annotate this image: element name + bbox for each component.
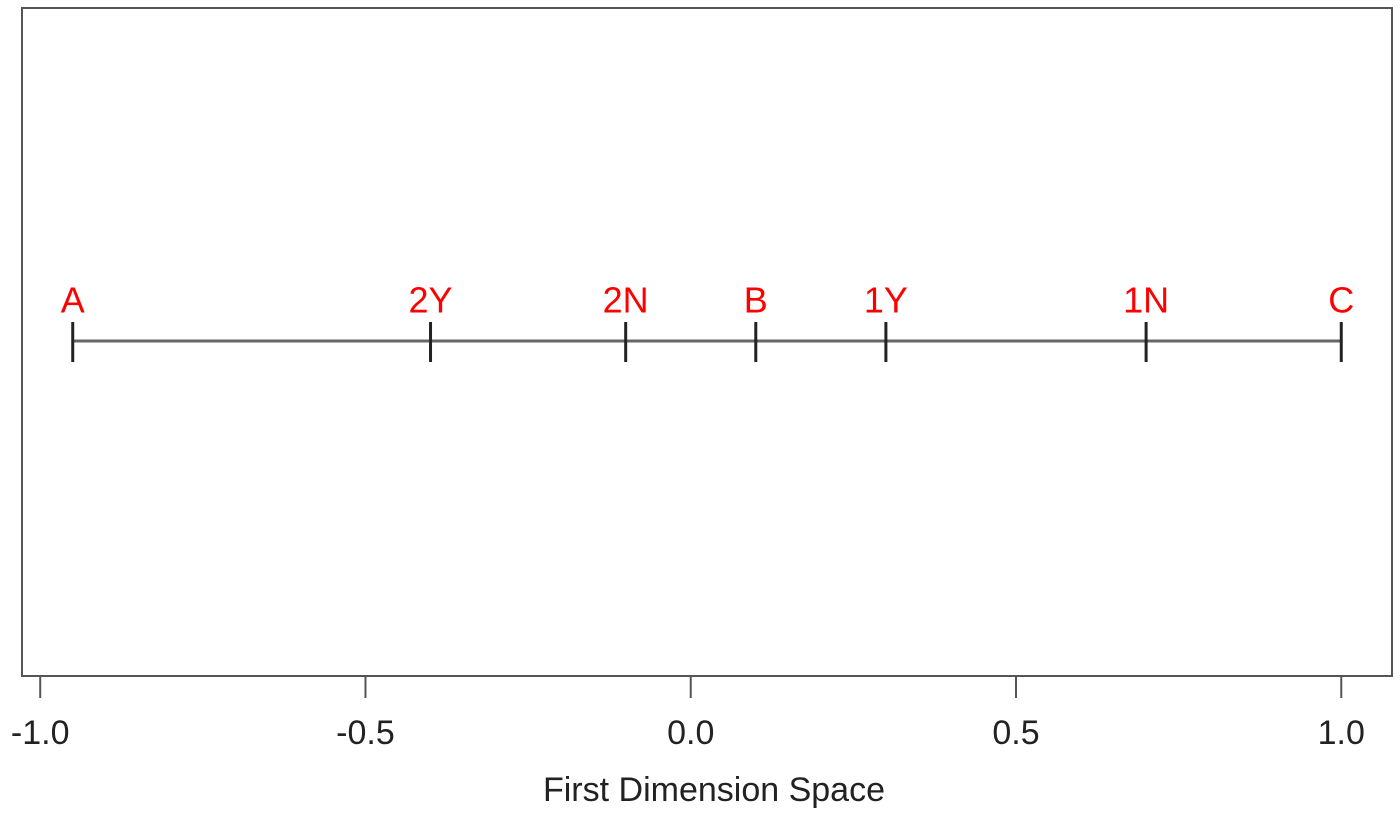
point-label: A [61, 280, 85, 321]
x-tick-label: 0.0 [667, 714, 714, 752]
x-tick-label: 0.5 [992, 714, 1039, 752]
point-label: C [1328, 280, 1354, 321]
x-tick-label: -1.0 [11, 714, 70, 752]
point-label: 2N [603, 280, 649, 321]
point-label: 2Y [409, 280, 453, 321]
x-tick-label: 1.0 [1318, 714, 1365, 752]
x-tick-label: -0.5 [336, 714, 395, 752]
point-label: B [744, 280, 768, 321]
x-axis-label: First Dimension Space [543, 771, 885, 809]
point-label: 1Y [864, 280, 908, 321]
point-label: 1N [1123, 280, 1169, 321]
